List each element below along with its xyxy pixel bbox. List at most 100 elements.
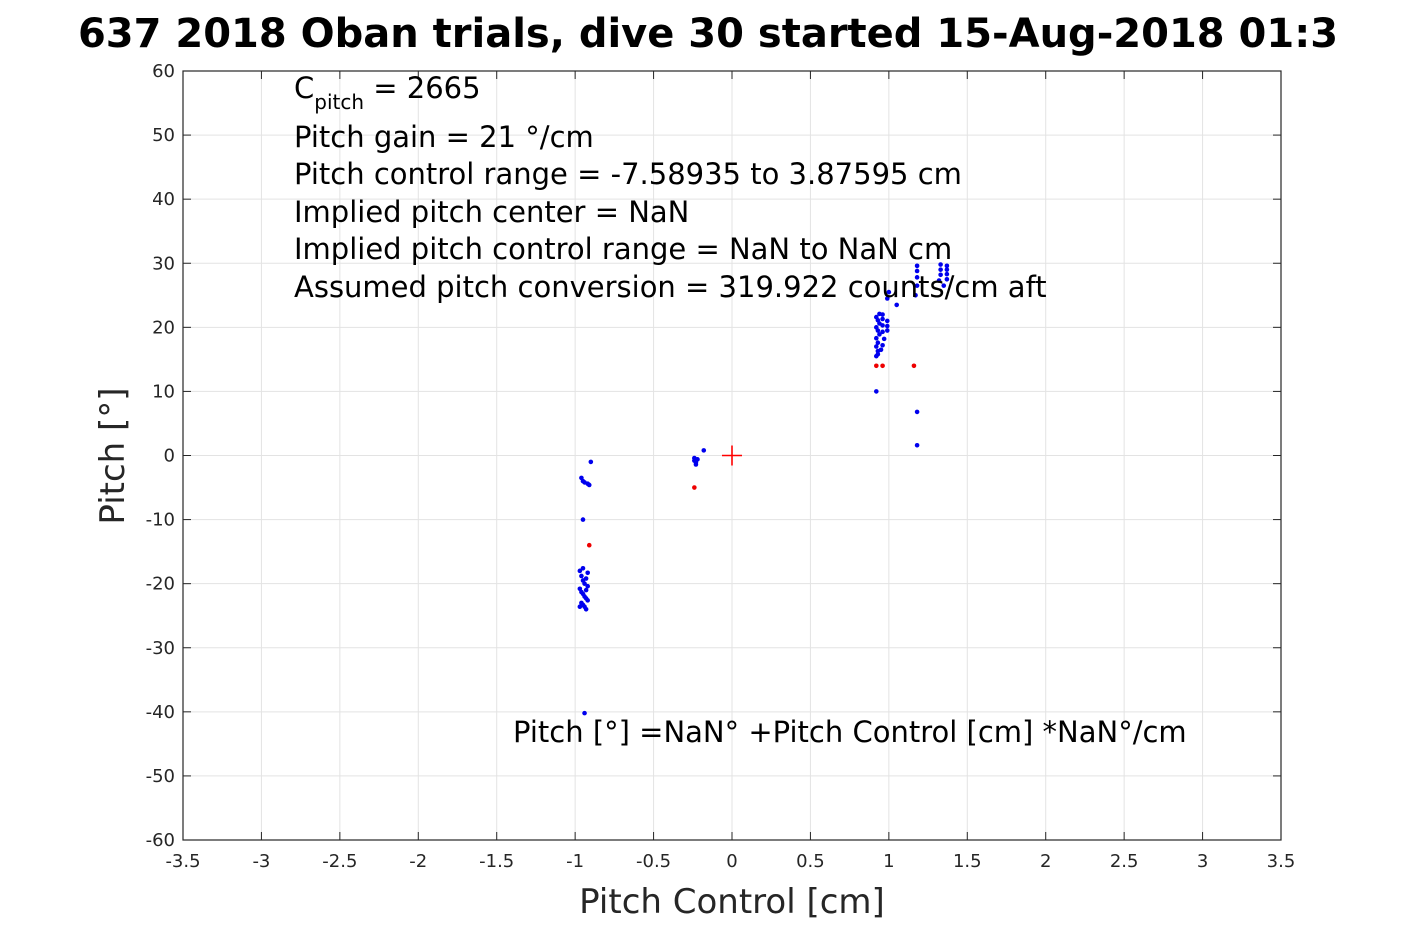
x-tick-label: 0.5 xyxy=(796,851,825,872)
annotation-conversion: Assumed pitch conversion = 319.922 count… xyxy=(294,270,1047,304)
data-point-blue xyxy=(914,275,920,280)
data-point-blue xyxy=(875,351,881,357)
data-point-blue xyxy=(936,278,942,283)
data-point-blue xyxy=(580,517,586,522)
data-point-blue xyxy=(914,268,920,274)
data-point-red xyxy=(586,542,592,548)
data-point-blue xyxy=(914,263,920,269)
y-tick-label: -40 xyxy=(146,702,175,723)
data-point-blue xyxy=(874,389,879,394)
data-point-blue xyxy=(938,262,943,267)
data-point-blue xyxy=(914,442,920,448)
y-tick-label: -30 xyxy=(146,638,175,659)
data-point-blue xyxy=(582,581,587,586)
x-tick-label: -1.5 xyxy=(479,851,514,872)
data-point-blue xyxy=(884,328,890,333)
data-point-blue xyxy=(884,323,890,329)
data-point-blue xyxy=(583,587,589,593)
data-point-blue xyxy=(588,459,594,465)
data-point-blue xyxy=(938,267,943,272)
annotation-fit: Pitch [°] =NaN° +Pitch Control [cm] *NaN… xyxy=(513,715,1187,749)
y-axis-label: Pitch [°] xyxy=(93,387,133,524)
data-point-blue xyxy=(884,296,890,301)
x-tick-label: 3 xyxy=(1197,851,1208,872)
y-tick-label: 20 xyxy=(152,317,175,338)
data-point-blue xyxy=(944,271,950,277)
center-marker xyxy=(722,445,742,466)
y-tick-label: -20 xyxy=(146,574,175,595)
data-point-blue xyxy=(944,263,950,269)
data-point-red xyxy=(874,363,879,369)
x-tick-label: -2.5 xyxy=(322,851,357,872)
grid-lines xyxy=(183,71,1281,840)
data-point-blue xyxy=(577,568,583,574)
data-point-blue xyxy=(880,323,885,328)
tick-marks xyxy=(182,70,1282,841)
data-point-blue xyxy=(874,325,879,330)
x-tick-label: 0 xyxy=(726,851,737,872)
annotation-control-range: Pitch control range = -7.58935 to 3.8759… xyxy=(294,157,962,191)
data-points xyxy=(577,262,950,716)
x-tick-label: 1 xyxy=(883,851,894,872)
x-tick-label: -0.5 xyxy=(636,851,671,872)
data-point-blue xyxy=(944,267,950,272)
data-point-blue xyxy=(880,329,885,335)
data-point-blue xyxy=(874,314,879,320)
data-point-blue xyxy=(884,318,890,324)
y-tick-label: -50 xyxy=(146,766,175,787)
data-point-blue xyxy=(914,283,920,288)
data-point-blue xyxy=(894,302,899,308)
data-point-blue xyxy=(880,316,885,322)
data-point-blue xyxy=(941,283,947,288)
y-tick-label: 50 xyxy=(152,125,175,146)
data-point-blue xyxy=(880,342,885,348)
data-point-blue xyxy=(693,462,699,467)
y-tick-label: 60 xyxy=(152,61,175,82)
y-tick-label: 30 xyxy=(152,253,175,274)
data-point-blue xyxy=(881,336,887,342)
info-annotations: Cpitch = 2665 Pitch gain = 21 °/cm Pitch… xyxy=(294,71,1187,749)
data-point-blue xyxy=(874,335,879,341)
y-tick-labels: -60 -50 -40 -30 -20 -10 0 10 20 30 40 50 60 xyxy=(146,61,175,851)
data-point-blue xyxy=(583,576,589,581)
x-tick-label: 3.5 xyxy=(1267,851,1296,872)
data-point-blue xyxy=(585,583,590,589)
y-tick-label: -10 xyxy=(146,510,175,531)
chart-title: 637 2018 Oban trials, dive 30 started 15… xyxy=(78,11,1338,57)
data-point-blue xyxy=(701,448,707,453)
data-point-blue xyxy=(585,570,590,576)
x-tick-label: 1.5 xyxy=(953,851,982,872)
data-point-blue xyxy=(585,598,590,603)
c-subscript: pitch xyxy=(314,90,364,114)
data-point-blue xyxy=(695,457,700,462)
data-point-blue xyxy=(586,482,592,488)
data-point-blue xyxy=(874,344,879,349)
c-main: C xyxy=(294,71,314,105)
data-point-blue xyxy=(875,340,881,346)
x-tick-label: -1 xyxy=(566,851,584,872)
x-tick-label: 2 xyxy=(1040,851,1051,872)
annotation-implied-center: Implied pitch center = NaN xyxy=(294,195,689,229)
data-point-blue xyxy=(938,272,943,278)
annotation-implied-range: Implied pitch control range = NaN to NaN… xyxy=(294,232,952,266)
data-point-red xyxy=(692,485,697,490)
data-point-blue xyxy=(877,332,882,337)
x-tick-label: 2.5 xyxy=(1110,851,1139,872)
data-point-blue xyxy=(914,409,920,415)
data-point-blue xyxy=(580,565,586,571)
annotation-pitch-gain: Pitch gain = 21 °/cm xyxy=(294,120,594,154)
data-point-blue xyxy=(577,604,583,610)
y-tick-label: 10 xyxy=(152,381,175,402)
data-point-blue xyxy=(913,292,918,298)
data-point-red xyxy=(911,363,917,369)
x-tick-label: -3 xyxy=(252,851,270,872)
data-point-blue xyxy=(944,276,950,282)
data-point-blue xyxy=(582,710,587,716)
data-point-blue xyxy=(579,573,584,579)
c-value: = 2665 xyxy=(364,71,481,105)
y-tick-label: -60 xyxy=(146,830,175,851)
data-point-blue xyxy=(880,312,885,317)
data-point-blue xyxy=(886,289,892,295)
x-tick-label: -2 xyxy=(409,851,427,872)
x-tick-labels: -3.5 -3 -2.5 -2 -1.5 -1 -0.5 0 0.5 1 1.5 2 2.5 3 3.5 xyxy=(165,851,1295,872)
